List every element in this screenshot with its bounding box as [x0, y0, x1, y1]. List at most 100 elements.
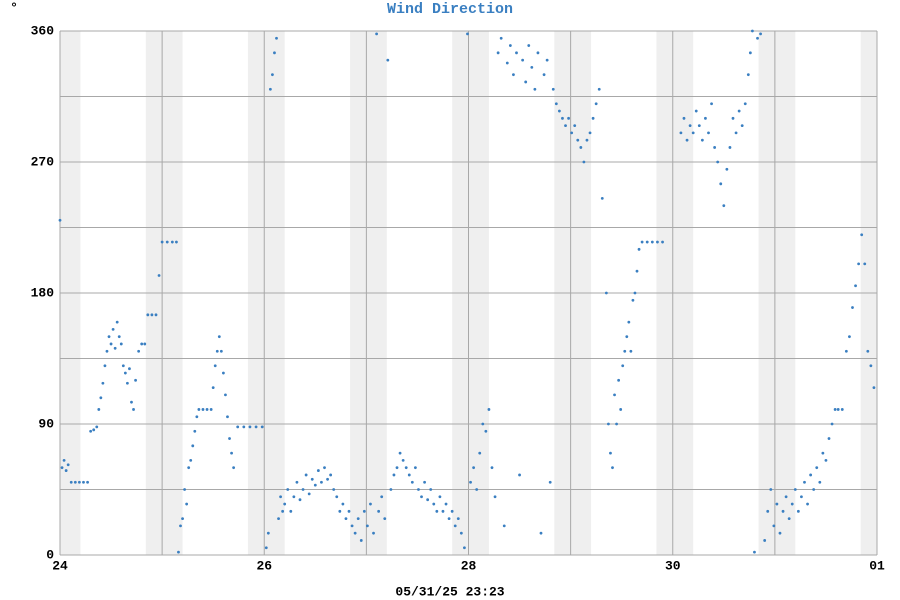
data-point — [640, 240, 644, 244]
data-point — [582, 160, 586, 164]
data-point — [769, 488, 773, 491]
data-point — [844, 349, 848, 353]
data-point — [362, 509, 366, 513]
data-point — [441, 509, 445, 513]
data-point — [728, 146, 732, 149]
y-tick-label: 0 — [46, 547, 54, 562]
data-point — [268, 87, 272, 91]
data-point — [444, 502, 448, 506]
data-point — [704, 116, 707, 120]
y-axis-label: ° — [10, 0, 18, 15]
data-point — [588, 131, 592, 135]
data-point — [447, 517, 451, 521]
data-point — [140, 342, 144, 346]
data-point — [286, 488, 290, 491]
data-point — [365, 524, 369, 528]
data-point — [472, 466, 476, 470]
data-point — [380, 495, 384, 499]
data-point — [756, 36, 759, 40]
data-point — [551, 87, 555, 91]
data-point — [857, 262, 861, 266]
data-point — [790, 502, 794, 506]
data-point — [248, 425, 252, 429]
data-point — [800, 495, 803, 499]
data-point — [821, 451, 825, 455]
data-point — [487, 408, 491, 411]
data-point — [310, 477, 314, 481]
data-point — [82, 480, 85, 484]
data-point — [429, 488, 433, 491]
data-point — [594, 102, 598, 106]
data-point — [812, 488, 816, 491]
data-point — [625, 335, 629, 339]
data-point — [404, 466, 408, 470]
data-point — [323, 466, 326, 470]
data-point — [119, 342, 123, 346]
data-point — [564, 124, 567, 128]
data-point — [748, 51, 752, 55]
data-point — [545, 58, 549, 62]
data-point — [481, 422, 485, 426]
data-point — [254, 425, 258, 429]
data-point — [338, 509, 342, 513]
data-point — [635, 269, 639, 273]
data-point — [407, 473, 411, 477]
data-point — [830, 422, 834, 426]
data-point — [277, 517, 280, 521]
data-point — [89, 429, 93, 433]
data-point — [781, 509, 785, 513]
data-point — [121, 364, 125, 368]
data-point — [165, 240, 169, 244]
data-point — [778, 531, 782, 535]
data-point — [621, 364, 625, 368]
data-point — [292, 495, 296, 499]
data-point — [275, 36, 278, 40]
data-point — [160, 240, 164, 244]
data-point — [561, 116, 564, 120]
data-point — [215, 349, 219, 353]
data-point — [466, 32, 469, 36]
data-point — [289, 509, 293, 513]
data-point — [344, 517, 348, 521]
data-point — [58, 218, 62, 222]
data-point — [435, 509, 439, 513]
data-point — [591, 116, 595, 120]
data-point — [548, 480, 552, 484]
data-point — [679, 131, 683, 135]
data-point — [615, 422, 618, 426]
data-point — [137, 349, 141, 353]
data-point — [524, 80, 528, 84]
data-point — [469, 480, 472, 484]
data-point — [341, 502, 345, 506]
data-point — [600, 196, 604, 200]
data-point — [611, 466, 614, 470]
data-point — [107, 335, 111, 339]
data-point — [700, 138, 704, 142]
data-point — [631, 298, 635, 302]
data-point — [585, 138, 589, 142]
data-point — [627, 320, 631, 324]
data-point — [398, 451, 402, 455]
data-point — [824, 458, 828, 462]
data-point — [126, 381, 129, 385]
data-point — [117, 335, 121, 339]
data-point — [619, 408, 623, 411]
data-point — [836, 408, 840, 411]
data-point — [866, 349, 870, 353]
data-point — [157, 274, 161, 277]
data-point — [105, 349, 109, 353]
data-point — [521, 58, 525, 62]
data-point — [872, 386, 876, 390]
data-point — [177, 550, 180, 554]
data-point — [266, 531, 270, 535]
data-point — [187, 466, 191, 470]
data-point — [484, 429, 488, 433]
data-point — [350, 524, 354, 528]
data-point — [763, 539, 767, 542]
data-point — [316, 469, 320, 472]
data-point — [95, 425, 99, 429]
data-point — [201, 408, 205, 411]
data-point — [377, 509, 381, 513]
data-point — [759, 32, 762, 36]
y-tick-label: 180 — [31, 285, 55, 300]
